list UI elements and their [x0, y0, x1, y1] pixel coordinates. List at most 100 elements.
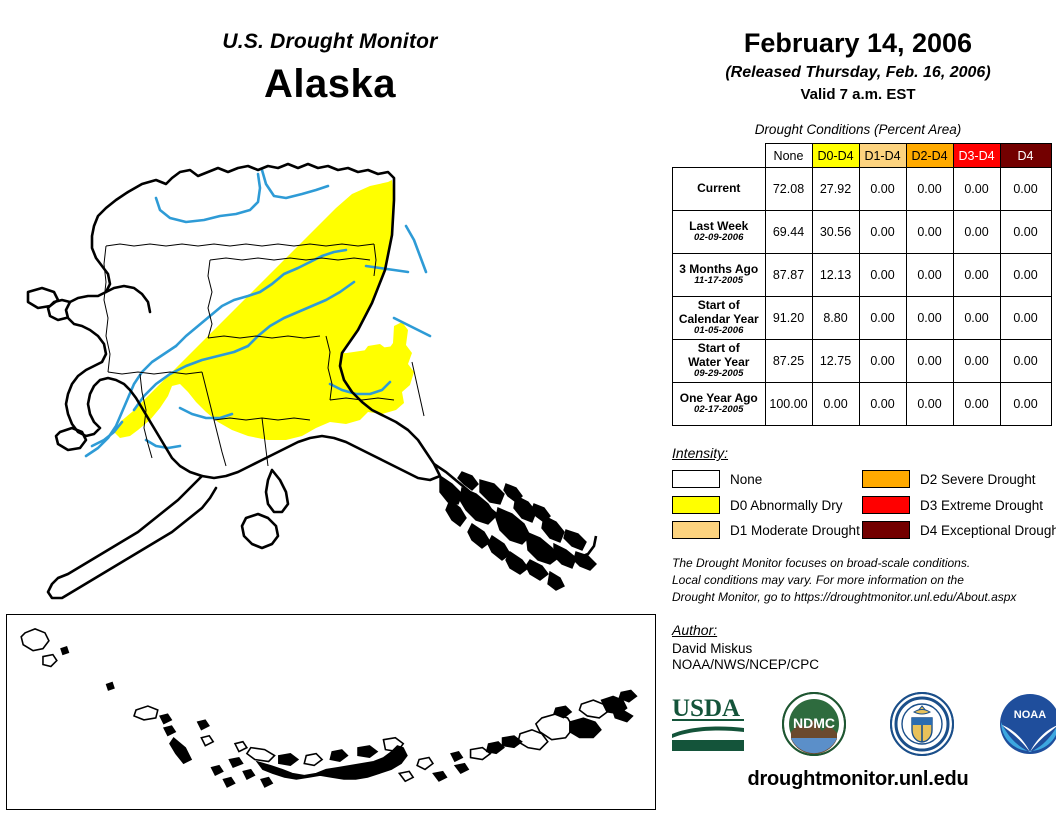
row-label-date: 11-17-2005 — [694, 275, 744, 287]
header-valid-time: Valid 7 a.m. EST — [800, 86, 916, 103]
legend-item: D1 Moderate Drought — [672, 521, 860, 539]
disclaimer-text: The Drought Monitor focuses on broad-sca… — [672, 556, 1017, 605]
borough-line-sw2 — [139, 373, 153, 459]
page-title-state: Alaska — [264, 62, 396, 106]
svg-text:USDA: USDA — [672, 695, 740, 722]
cell-none: 87.87 — [764, 253, 813, 297]
commerce-seal-logo — [890, 692, 954, 761]
cell-d1-d4: 0.00 — [858, 253, 907, 297]
intensity-heading: Intensity: — [672, 445, 729, 461]
table-row: One Year Ago 02-17-2005 100.00 0.00 0.00 0.00… — [672, 382, 1052, 426]
author-organization: NOAA/NWS/NCEP/CPC — [672, 657, 820, 672]
table-row: Start of Calendar Year 01-05-2006 91.20 8.80… — [672, 296, 1052, 340]
legend-swatch — [862, 496, 910, 514]
cell-d1-d4: 0.00 — [858, 210, 907, 254]
row-label: Last Week 02-09-2006 — [672, 210, 766, 254]
row-label-text: Start of Calendar Year — [678, 298, 759, 326]
legend-label: D1 Moderate Drought — [730, 522, 860, 538]
table-row: Current 72.08 27.92 0.00 0.00 0.00 0.00 — [672, 167, 1052, 211]
row-label: Current — [672, 167, 766, 211]
author-heading: Author: — [672, 622, 718, 638]
map-coastline — [26, 162, 442, 600]
legend-item: D2 Severe Drought — [862, 470, 1036, 488]
alaska-peninsula — [46, 474, 218, 600]
cell-none: 87.25 — [764, 339, 813, 383]
table-caption: Drought Conditions (Percent Area) — [754, 122, 962, 137]
row-label-date: 01-05-2006 — [693, 325, 744, 337]
norton-sound-detail — [104, 284, 152, 314]
cell-d4: 0.00 — [999, 296, 1052, 340]
cell-none: 69.44 — [764, 210, 813, 254]
river-west-coast — [90, 420, 124, 448]
borough-line-north2 — [209, 257, 371, 261]
cell-none: 91.20 — [764, 296, 813, 340]
column-header-d2-d4: D2-D4 — [905, 143, 954, 168]
cell-d3-d4: 0.00 — [952, 339, 1001, 383]
header-date: February 14, 2006 — [743, 28, 973, 58]
borough-line-mid2 — [207, 335, 321, 339]
borough-line-mid — [207, 259, 213, 339]
row-label: Start of Calendar Year 01-05-2006 — [672, 296, 766, 340]
cell-d4: 0.00 — [999, 382, 1052, 426]
river-copper — [328, 380, 392, 396]
cell-d2-d4: 0.00 — [905, 167, 954, 211]
cell-d2-d4: 0.00 — [905, 253, 954, 297]
svg-text:NOAA: NOAA — [1014, 709, 1046, 721]
cell-d0-d4: 27.92 — [811, 167, 860, 211]
cell-d4: 0.00 — [999, 253, 1052, 297]
page-title-drought-monitor: U.S. Drought Monitor — [222, 30, 438, 53]
legend-item: D4 Exceptional Drought — [862, 521, 1056, 539]
alaska-mainland-outline — [64, 162, 442, 482]
legend-swatch — [672, 496, 720, 514]
cell-d3-d4: 0.00 — [952, 253, 1001, 297]
kenai-peninsula — [264, 468, 290, 514]
row-label-date: 09-29-2005 — [693, 368, 744, 380]
cell-d3-d4: 0.00 — [952, 210, 1001, 254]
cell-d2-d4: 0.00 — [905, 339, 954, 383]
row-label-date: 02-17-2005 — [693, 404, 744, 416]
alaska-map — [10, 140, 660, 610]
column-header-d0-d4: D0-D4 — [811, 143, 860, 168]
author-name: David Miskus — [672, 641, 753, 656]
legend-label: D0 Abnormally Dry — [730, 497, 843, 513]
legend-label: D4 Exceptional Drought — [920, 522, 1056, 538]
cell-d0-d4: 0.00 — [811, 382, 860, 426]
row-label-text: Last Week — [689, 218, 749, 233]
table-header-row: None D0-D4 D1-D4 D2-D4 D3-D4 D4 — [673, 143, 1052, 168]
cell-d3-d4: 0.00 — [952, 167, 1001, 211]
row-label-text: One Year Ago — [679, 390, 758, 405]
cell-none: 100.00 — [764, 382, 813, 426]
table-corner-cell — [673, 144, 766, 168]
row-label: 3 Months Ago 11-17-2005 — [672, 253, 766, 297]
cell-d0-d4: 8.80 — [811, 296, 860, 340]
svg-text:NDMC: NDMC — [793, 715, 835, 731]
row-label-text: 3 Months Ago — [679, 261, 759, 276]
website-url: droughtmonitor.unl.edu — [747, 768, 969, 790]
nunivak-island — [54, 426, 88, 452]
legend-swatch — [862, 521, 910, 539]
legend-swatch — [862, 470, 910, 488]
legend-item: D0 Abnormally Dry — [672, 496, 843, 514]
borough-line-north — [105, 243, 375, 247]
row-label-date: 02-09-2006 — [693, 232, 744, 244]
river-south-1 — [178, 406, 234, 420]
legend-item: None — [672, 470, 762, 488]
borough-line-panhandle — [411, 361, 425, 417]
cell-d4: 0.00 — [999, 339, 1052, 383]
column-header-d3-d4: D3-D4 — [952, 143, 1001, 168]
table-body: Current 72.08 27.92 0.00 0.00 0.00 0.00 Last We… — [672, 167, 1052, 426]
cell-d2-d4: 0.00 — [905, 382, 954, 426]
cell-none: 72.08 — [764, 167, 813, 211]
legend-swatch — [672, 470, 720, 488]
seward-peninsula-detail — [46, 298, 72, 322]
legend-item: D3 Extreme Drought — [862, 496, 1043, 514]
river-yukon-upper — [174, 260, 312, 348]
river-north-slope-b — [260, 168, 330, 200]
row-label-text: Start of Water Year — [688, 341, 750, 369]
cell-d1-d4: 0.00 — [858, 296, 907, 340]
river-yukon-mid — [84, 344, 178, 458]
column-header-d4: D4 — [999, 143, 1052, 168]
river-kuskokwim — [132, 344, 250, 412]
river-colville — [154, 172, 262, 224]
cell-d0-d4: 12.75 — [811, 339, 860, 383]
